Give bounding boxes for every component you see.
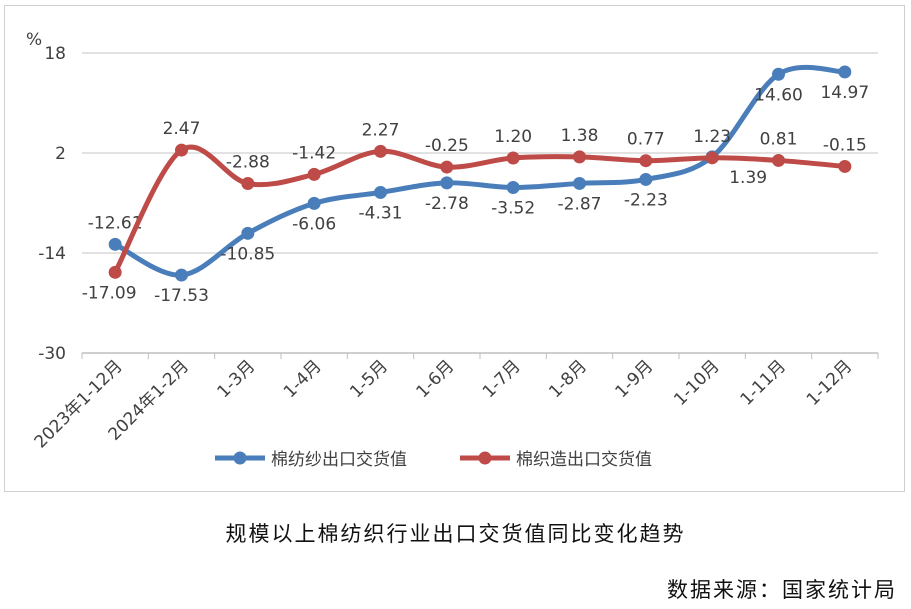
x-tick-label: 1-6月 (413, 356, 459, 402)
data-point (506, 151, 520, 165)
x-tick-label: 1-3月 (214, 356, 260, 402)
data-point (108, 237, 122, 251)
y-unit-label: % (26, 30, 42, 50)
data-source: 数据来源：国家统计局 (667, 578, 897, 602)
data-label: -10.85 (220, 244, 275, 264)
legend-label: 棉纺纱出口交货值 (271, 450, 407, 470)
x-tick-label: 1-8月 (545, 356, 591, 402)
data-label: -1.42 (292, 143, 336, 163)
data-label: -17.53 (154, 286, 209, 306)
y-tick-label: -30 (38, 344, 66, 364)
series-line (113, 64, 845, 278)
data-point (175, 268, 188, 282)
x-tick-label: 1-10月 (670, 356, 723, 409)
data-label: -0.15 (823, 135, 867, 155)
data-point (573, 176, 586, 190)
chart-title: 规模以上棉纺织行业出口交货值同比变化趋势 (225, 522, 686, 546)
data-point (772, 67, 785, 81)
data-label: -0.25 (425, 136, 469, 156)
data-label: -6.06 (292, 214, 336, 234)
data-label: -2.78 (425, 194, 469, 214)
data-label: 2.27 (362, 120, 400, 140)
legend-marker (478, 451, 492, 465)
data-point (639, 154, 653, 168)
x-tick-label: 1-9月 (612, 356, 658, 402)
data-label: -3.52 (491, 199, 535, 219)
data-label: 2.47 (163, 119, 201, 139)
data-label: -2.88 (226, 153, 270, 173)
data-point (307, 196, 321, 210)
x-tick-label: 1-5月 (346, 356, 392, 402)
data-point (374, 144, 387, 158)
data-label: 1.39 (729, 168, 767, 188)
data-point (506, 181, 520, 194)
data-label: -12.61 (88, 213, 143, 233)
data-label: 1.20 (494, 127, 532, 147)
data-point (440, 176, 454, 190)
x-tick-label: 1-12月 (803, 356, 856, 409)
x-tick-label: 1-4月 (280, 356, 326, 402)
data-point (440, 160, 454, 174)
data-point (241, 177, 255, 190)
data-label: 14.97 (820, 83, 869, 103)
y-tick-label: -14 (38, 244, 66, 264)
data-point (108, 265, 122, 279)
data-point (838, 159, 852, 173)
x-tick-label: 1-11月 (737, 356, 790, 409)
data-label: -2.87 (558, 194, 602, 214)
legend-marker (233, 451, 247, 465)
data-label: 14.60 (754, 85, 803, 105)
legend-label: 棉织造出口交货值 (516, 450, 652, 470)
data-label: 1.38 (561, 126, 599, 146)
data-label: 1.23 (693, 127, 731, 147)
data-point (573, 150, 586, 164)
data-label: -17.09 (82, 283, 137, 303)
data-label: 0.77 (627, 130, 665, 150)
data-point (175, 143, 188, 157)
y-tick-label: 2 (55, 144, 66, 164)
data-point (241, 226, 255, 240)
chart-frame (4, 5, 905, 492)
data-label: -4.31 (359, 203, 403, 223)
y-tick-label: 18 (44, 44, 66, 64)
data-point (772, 153, 785, 167)
data-label: -2.23 (624, 190, 668, 210)
x-tick-label: 1-7月 (479, 356, 525, 402)
data-point (374, 185, 387, 199)
data-label: 0.81 (760, 129, 798, 149)
data-point (838, 65, 852, 79)
data-point (307, 167, 321, 181)
data-point (639, 172, 653, 186)
data-point (705, 151, 719, 165)
